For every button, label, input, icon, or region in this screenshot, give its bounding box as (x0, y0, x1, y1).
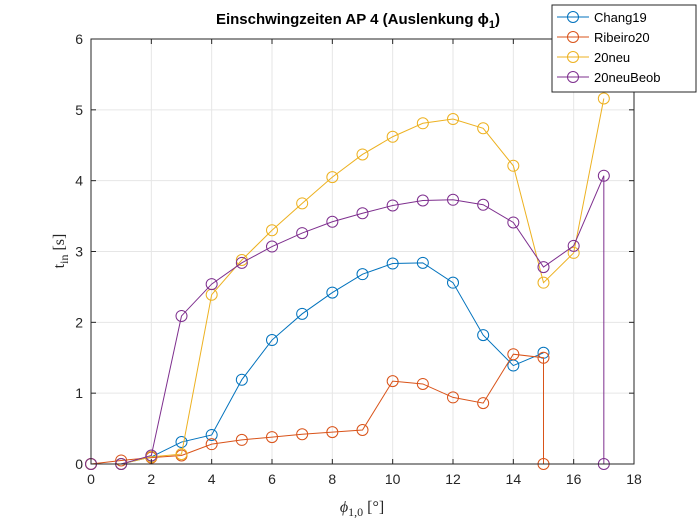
data-point (356, 207, 369, 220)
legend-marker (567, 71, 579, 83)
data-point (507, 159, 520, 172)
x-tick-label: 4 (208, 471, 216, 487)
x-tick-label: 8 (328, 471, 336, 487)
data-point (326, 286, 339, 299)
x-axis-label-unit: [°] (363, 499, 384, 516)
legend-label: 20neuBeob (594, 70, 661, 85)
data-point (175, 309, 188, 322)
data-point (296, 307, 309, 320)
y-tick-label: 3 (75, 244, 83, 260)
data-point (386, 375, 399, 388)
data-point (296, 227, 309, 240)
data-point (205, 438, 218, 451)
y-tick-label: 5 (75, 102, 83, 118)
data-point (477, 329, 490, 342)
data-point (447, 113, 459, 126)
data-point (115, 454, 128, 467)
data-point (266, 431, 278, 444)
y-axis-label-subscript: in (57, 255, 71, 264)
data-point (477, 198, 490, 211)
data-point (205, 278, 218, 291)
x-tick-label: 16 (566, 471, 582, 487)
series-20neubeob (85, 169, 610, 470)
x-tick-label: 18 (626, 471, 642, 487)
data-point (386, 199, 399, 212)
x-axis-label-subscript: 1,0 (348, 505, 363, 519)
data-point (235, 373, 248, 386)
y-tick-label: 6 (75, 31, 83, 47)
data-point (447, 391, 459, 404)
series-line (91, 175, 605, 465)
legend-marker (567, 51, 579, 63)
y-axis-label: tin [s] (51, 234, 71, 269)
data-point (477, 122, 490, 135)
y-axis-label-unit: [s] (51, 234, 68, 255)
data-point (537, 261, 550, 274)
data-point (567, 239, 580, 252)
data-point (597, 92, 610, 105)
data-point (356, 148, 369, 161)
legend: Chang19 Ribeiro20 20neu 20neuBeob (551, 4, 697, 93)
y-tick-label: 2 (75, 314, 83, 330)
data-point (416, 377, 429, 390)
data-point (537, 276, 550, 289)
chart-title: Einschwingzeiten AP 4 (Auslenkung ϕ1) (216, 11, 500, 31)
data-point (416, 256, 429, 269)
x-tick-label: 10 (385, 471, 401, 487)
x-axis-label: ϕ1,0 [°] (340, 499, 384, 519)
series-ribeiro20 (85, 348, 550, 470)
data-point (416, 194, 429, 207)
x-tick-label: 14 (506, 471, 522, 487)
data-point (386, 257, 399, 270)
data-point (235, 433, 248, 446)
data-point (296, 428, 309, 441)
data-point (356, 268, 369, 281)
data-point (356, 424, 369, 436)
chart-title-subscript: 1 (489, 19, 495, 31)
x-tick-label: 0 (87, 471, 95, 487)
y-tick-label: 1 (75, 385, 83, 401)
data-point (477, 397, 490, 410)
data-point (447, 276, 459, 289)
legend-label: Chang19 (594, 10, 647, 25)
x-tick-label: 12 (445, 471, 461, 487)
data-point (326, 426, 339, 439)
legend-marker (567, 31, 579, 43)
data-point (266, 334, 278, 347)
data-point (507, 216, 520, 229)
legend-marker (567, 11, 579, 23)
legend-item: Chang19 (557, 10, 647, 25)
legend-item: 20neu (557, 50, 630, 65)
data-point (537, 351, 550, 364)
legend-box (551, 4, 697, 93)
x-tick-label: 2 (147, 471, 155, 487)
data-point (235, 256, 248, 269)
data-point (416, 117, 429, 130)
data-point (326, 171, 339, 184)
chart-title-end: ) (495, 11, 500, 28)
legend-item: 20neuBeob (557, 70, 661, 85)
data-point (175, 448, 188, 461)
legend-label: Ribeiro20 (594, 30, 650, 45)
legend-label: 20neu (594, 50, 630, 65)
data-point (507, 348, 520, 361)
data-point (205, 428, 218, 441)
data-point (266, 240, 278, 253)
y-tick-label: 0 (75, 456, 83, 472)
series-line (91, 262, 544, 465)
data-point (326, 215, 339, 228)
data-point (266, 224, 278, 237)
x-tick-label: 6 (268, 471, 276, 487)
data-point (386, 130, 399, 143)
data-point (296, 197, 309, 210)
data-point (447, 193, 459, 206)
data-point (567, 246, 580, 259)
data-point (597, 169, 610, 182)
legend-item: Ribeiro20 (557, 30, 650, 45)
data-point (175, 436, 188, 449)
y-tick-label: 4 (75, 173, 83, 189)
series-line (90, 353, 544, 465)
